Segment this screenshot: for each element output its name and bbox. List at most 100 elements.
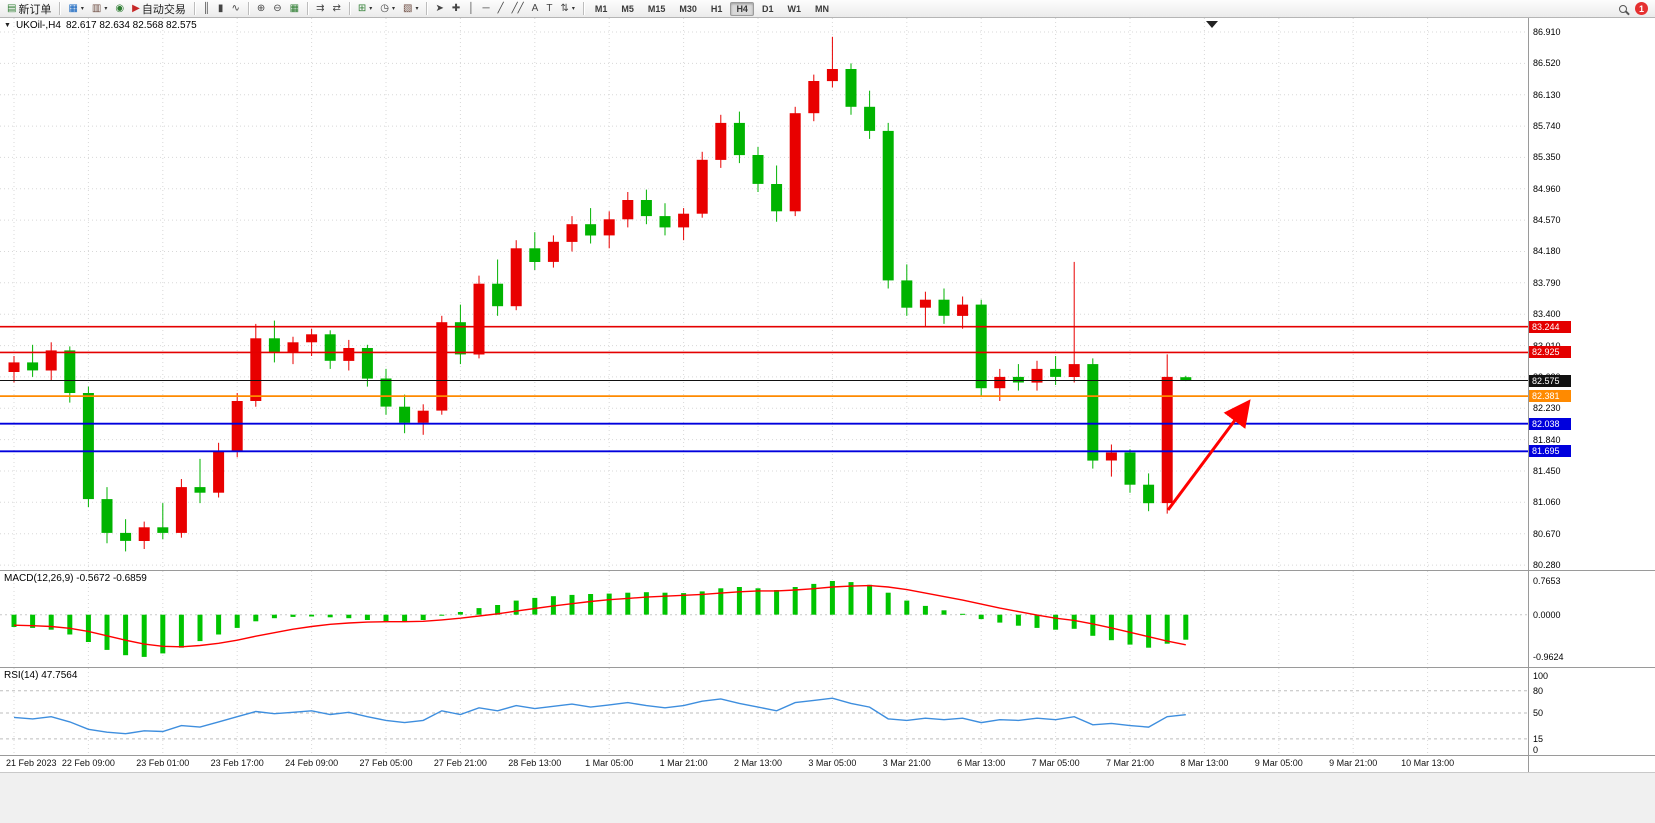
price-line-tag: 82.381 [1529,390,1571,403]
timeframe-m15-button[interactable]: M15 [647,3,666,14]
timeframe-m1-button[interactable]: M1 [594,3,608,14]
macd-chart[interactable] [0,571,1528,667]
macd-tick-label: -0.9624 [1533,652,1564,662]
candlestick-chart-button[interactable]: ▮ [214,1,228,17]
chart-ohlc-values: 82.617 82.634 82.568 82.575 [65,20,197,31]
zoom-in-button[interactable]: ⊕ [253,1,269,17]
macd-tick-label: 0.0000 [1533,609,1561,620]
price-tick-label: 86.520 [1533,58,1561,69]
chart-title: ▼ UKOil-,H4 82.617 82.634 82.568 82.575 [4,20,197,31]
time-axis-label: 8 Mar 13:00 [1180,758,1229,768]
cursor-button[interactable]: ➤ [431,1,447,17]
periods-caret-icon: ▾ [391,6,395,12]
time-axis-label: 1 Mar 21:00 [659,758,708,768]
rsi-tick-label: 15 [1533,733,1544,744]
time-axis-label: 2 Mar 13:00 [733,758,783,768]
price-tick-label: 86.910 [1533,27,1561,37]
zoom-out-button[interactable]: ⊖ [269,1,285,17]
price-tick-label: 80.670 [1533,528,1561,539]
search-button[interactable] [1615,1,1631,17]
price-tick-label: 83.010 [1533,341,1561,351]
price-chart[interactable] [0,18,1528,570]
periods-button[interactable]: ◷ ▾ [376,1,399,17]
macd-scale[interactable]: 0.7653 0.0000 -0.9624 [1528,571,1655,667]
timeframe-m30-button[interactable]: M30 [679,3,697,14]
auto-scroll-button[interactable]: ⇉ [312,1,328,17]
time-axis-label: 6 Mar 13:00 [957,758,1006,768]
axis-corner [1528,756,1655,772]
price-tick-label: 86.130 [1533,89,1561,100]
new-chart-caret-icon: ▾ [80,6,84,12]
time-axis-label: 27 Feb 21:00 [433,758,487,768]
main-toolbar: ▤ 新订单 ▦ ▾ ▥ ▾ ◉ ▶ 自动交易 ║ ▮ ∿ ⊕ ⊖ ▦ ⇉ ⇄ ⊞ ▾ ◷ ▾ ▧ ▾ ➤ ✚ │ ─ ╱ ╱╱ A T ⇅ ▾ M… [0,0,1655,18]
line-chart-button[interactable]: ∿ [227,1,243,17]
time-axis[interactable]: 21 Feb 2023 22 Feb 09:00 23 Feb 01:00 23 Fe… [0,756,1528,772]
tile-windows-button[interactable]: ▦ [286,1,303,17]
search-icon [1619,4,1627,13]
time-axis-label: 9 Mar 05:00 [1254,758,1303,768]
channel-button[interactable]: ╱╱ [508,1,528,17]
templates-button[interactable]: ▧ ▾ [399,1,422,17]
price-line-tag: 82.925 [1529,346,1571,359]
autotrading-icon: ▶ [132,2,140,14]
price-tick-label: 84.570 [1533,215,1561,226]
trendline-icon: ╱ [497,2,504,14]
price-scale[interactable]: 86.910 86.520 86.130 85.740 85.350 84.960 84.5… [1528,18,1655,570]
rsi-scale[interactable]: 100 80 50 15 0 [1528,668,1655,755]
toolbar-separator [307,2,309,15]
price-tick-label: 81.450 [1533,465,1561,476]
bar-chart-button[interactable]: ║ [199,1,214,17]
rsi-tick-label: 100 [1533,671,1549,681]
new-order-button[interactable]: ▤ 新订单 [3,1,55,17]
trendline-button[interactable]: ╱ [494,1,508,17]
toolbar-separator [193,2,195,15]
crosshair-button[interactable]: ✚ [448,1,464,17]
chart-shift-button[interactable]: ⇄ [328,1,344,17]
horizontal-line-icon: ─ [482,2,490,14]
rsi-tick-label: 50 [1533,708,1544,718]
timeframe-d1-button[interactable]: D1 [761,3,774,14]
timeframe-h1-button[interactable]: H1 [710,3,723,14]
market-button[interactable]: ◉ [111,1,128,17]
chart-shift-icon: ⇄ [332,2,341,14]
autotrading-button[interactable]: ▶ 自动交易 [128,1,190,17]
vertical-line-button[interactable]: │ [464,1,478,17]
profiles-caret-icon: ▾ [104,6,108,12]
new-chart-icon: ▦ [68,2,78,14]
new-order-icon: ▤ [7,2,17,14]
timeframe-h4-button[interactable]: H4 [730,1,754,16]
arrows-button[interactable]: ⇅ ▾ [556,1,578,17]
time-axis-label: 3 Mar 05:00 [808,758,857,768]
horizontal-line-button[interactable]: ─ [479,1,494,17]
text-label-button[interactable]: T [542,1,556,17]
new-order-label: 新订单 [18,3,52,16]
price-tick-label: 84.960 [1533,183,1561,194]
timeframe-mn-button[interactable]: MN [814,3,829,14]
macd-chart-area: MACD(12,26,9) -0.5672 -0.6859 [0,571,1528,667]
indicators-button[interactable]: ⊞ ▾ [354,1,376,17]
rsi-tick-label: 0 [1533,745,1539,755]
indicators-icon: ⊞ [357,2,367,14]
price-tick-label: 83.790 [1533,277,1561,288]
profiles-button[interactable]: ▥ ▾ [88,1,111,17]
price-line-tag: 83.244 [1529,320,1571,333]
crosshair-icon: ✚ [451,2,461,14]
autotrading-label: 自动交易 [141,3,186,16]
text-button[interactable]: A [528,1,543,17]
market-icon: ◉ [115,2,125,14]
price-tick-label: 85.350 [1533,152,1561,163]
timeframe-w1-button[interactable]: W1 [787,3,801,14]
time-axis-label: 7 Mar 21:00 [1105,758,1155,768]
notification-badge[interactable]: 1 [1635,2,1648,15]
price-tick-label: 81.060 [1533,497,1561,508]
rsi-chart[interactable] [0,668,1528,755]
timeframe-m5-button[interactable]: M5 [621,3,634,14]
zoom-out-icon: ⊖ [273,2,282,14]
rsi-tick-label: 80 [1533,685,1544,696]
time-axis-label: 23 Feb 01:00 [136,758,190,768]
one-click-trading-toggle-icon[interactable]: ▼ [4,22,11,29]
new-chart-button[interactable]: ▦ ▾ [64,1,87,17]
macd-tick-label: 0.7653 [1533,576,1561,586]
rsi-chart-area: RSI(14) 47.7564 [0,668,1528,755]
price-tick-label: 82.230 [1533,403,1561,414]
